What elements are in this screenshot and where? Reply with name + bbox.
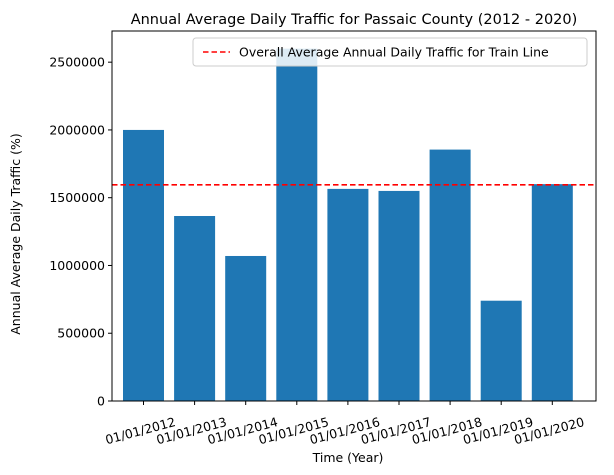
bar [225, 255, 267, 401]
chart-title: Annual Average Daily Traffic for Passaic… [131, 12, 578, 28]
bar [174, 216, 216, 401]
y-tick-label: 1500000 [49, 190, 105, 205]
bars-group [123, 48, 573, 401]
x-axis: 01/01/201201/01/201301/01/201401/01/2015… [104, 401, 586, 447]
y-tick-label: 1000000 [49, 258, 105, 273]
y-tick-label: 0 [97, 394, 105, 409]
bar [378, 190, 420, 401]
legend-box [192, 37, 588, 67]
bar [276, 48, 318, 401]
x-axis-label: Time (Year) [312, 450, 384, 465]
bar [480, 300, 522, 401]
y-axis-label: Annual Average Daily Traffic (%) [8, 133, 23, 335]
y-axis: 0 500000 1000000 1500000 2000000 2500000 [49, 55, 112, 409]
y-tick-label: 500000 [57, 326, 105, 341]
bar [429, 149, 471, 401]
y-tick-label: 2500000 [49, 55, 105, 70]
legend: Overall Average Annual Daily Traffic for… [192, 37, 588, 67]
y-tick-label: 2000000 [49, 122, 105, 137]
bar [327, 188, 369, 401]
plot-frame [111, 30, 597, 402]
bar [123, 129, 164, 401]
legend-label: Overall Average Annual Daily Traffic for… [239, 45, 549, 60]
bar [531, 184, 573, 401]
